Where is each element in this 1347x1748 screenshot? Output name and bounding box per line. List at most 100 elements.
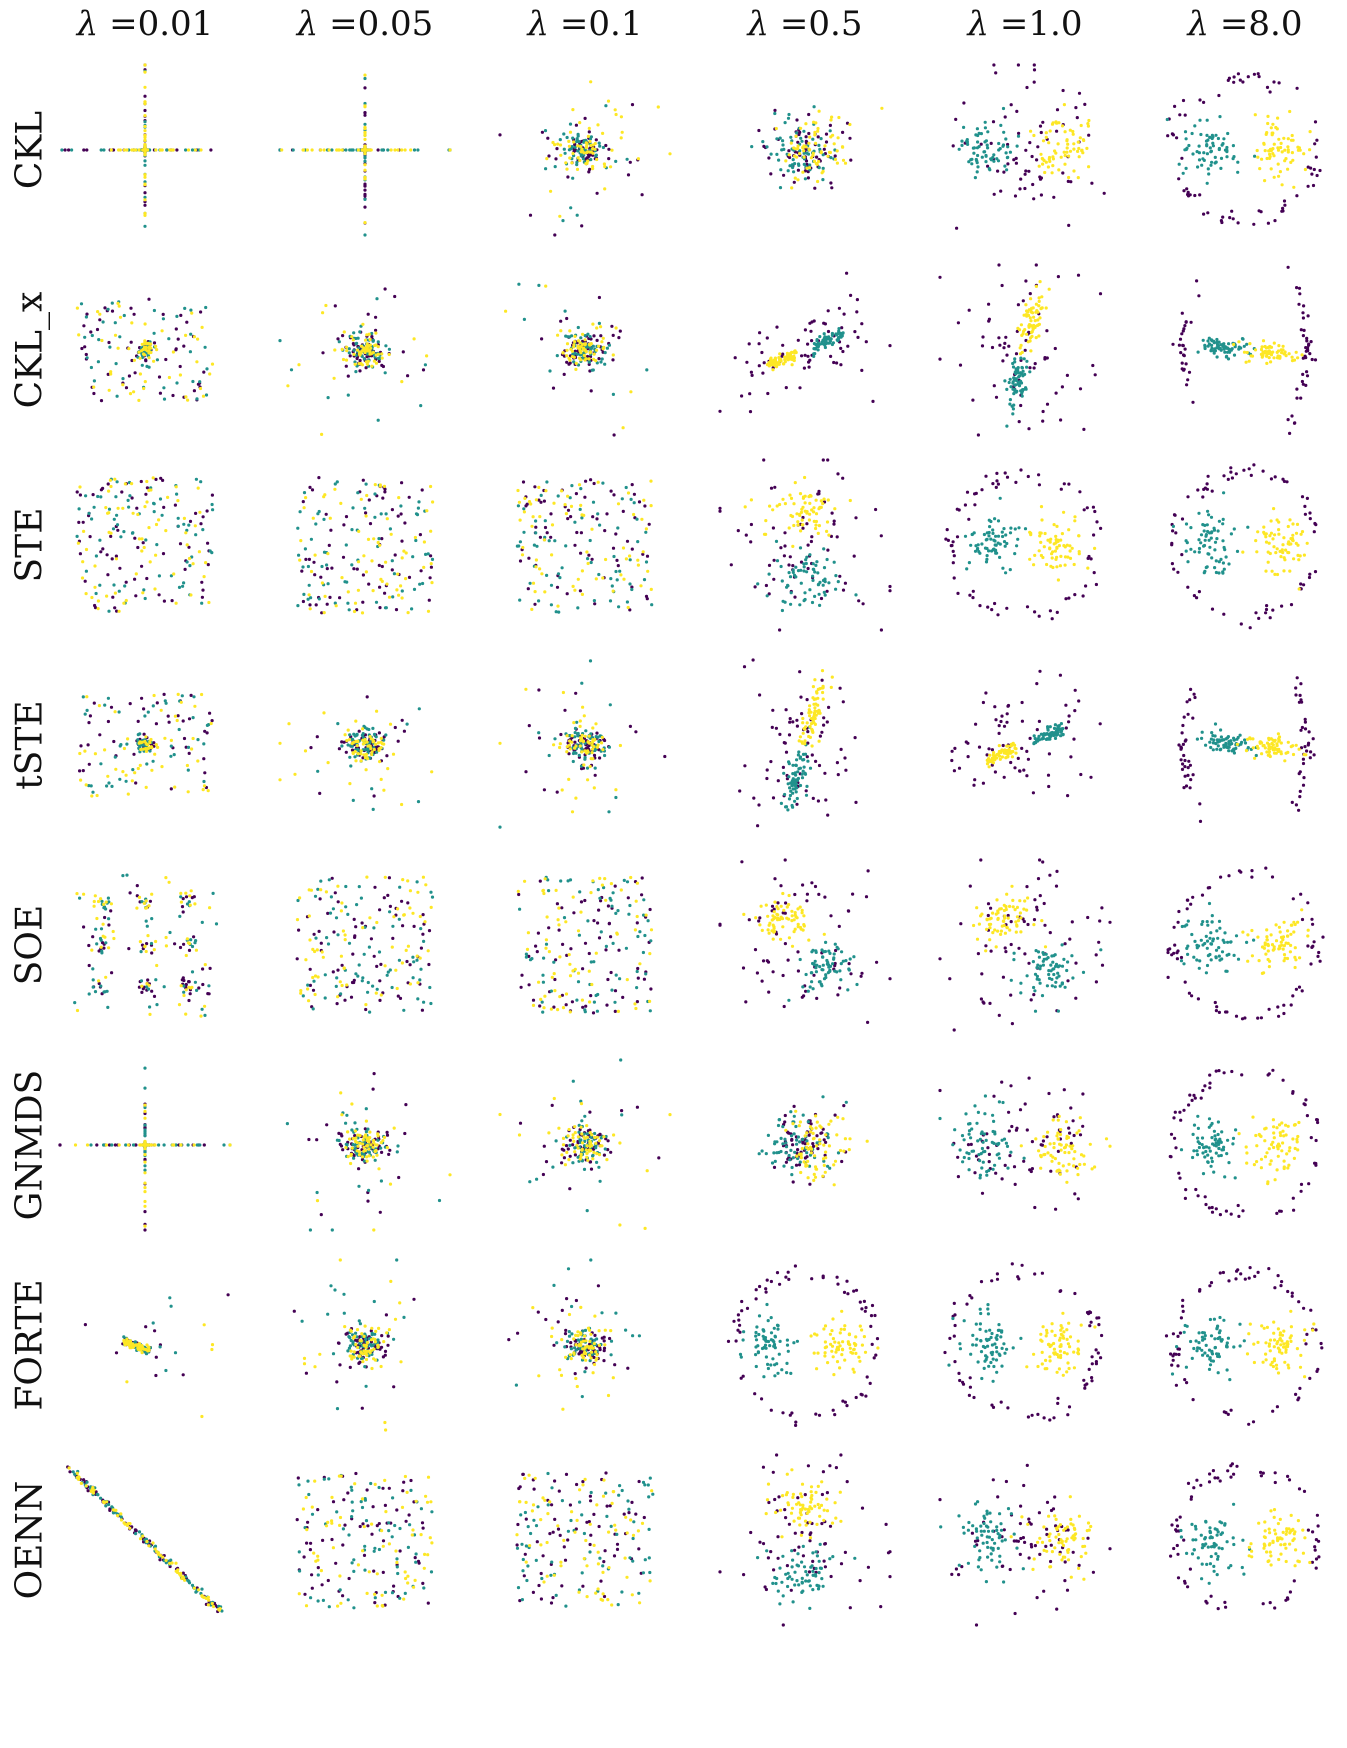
data-point — [158, 497, 163, 501]
data-point — [567, 139, 571, 143]
data-point — [321, 311, 325, 315]
data-point — [791, 763, 795, 767]
data-point — [1193, 124, 1197, 128]
data-point — [778, 732, 782, 737]
data-point — [1039, 193, 1043, 197]
data-point — [801, 523, 805, 527]
data-point — [188, 519, 193, 524]
data-point — [846, 344, 850, 348]
data-point — [517, 500, 522, 504]
data-point — [788, 786, 792, 790]
data-point — [803, 169, 808, 173]
data-point — [1192, 594, 1196, 598]
data-point — [423, 363, 427, 367]
data-point — [789, 496, 794, 500]
data-point — [366, 757, 370, 761]
data-point — [808, 553, 812, 557]
data-point — [1039, 505, 1044, 509]
data-point — [388, 722, 393, 726]
data-point — [576, 149, 580, 153]
data-point — [1038, 669, 1042, 673]
data-point — [828, 123, 833, 127]
data-point — [202, 370, 206, 374]
data-point — [189, 308, 193, 312]
data-point — [1010, 755, 1015, 759]
data-point — [795, 118, 799, 122]
data-point — [1058, 564, 1062, 568]
data-point — [793, 154, 797, 158]
data-point — [1221, 517, 1225, 522]
data-point — [795, 802, 799, 806]
data-point — [358, 330, 362, 334]
data-point — [600, 357, 604, 361]
data-point — [560, 788, 564, 792]
data-point — [387, 595, 392, 599]
data-point — [808, 135, 812, 139]
data-point — [953, 746, 957, 751]
data-point — [793, 162, 797, 166]
data-point — [599, 334, 603, 338]
data-point — [128, 494, 132, 498]
data-point — [1087, 118, 1091, 123]
data-point — [640, 193, 644, 197]
data-point — [167, 720, 171, 724]
data-point — [1196, 488, 1200, 492]
data-point — [1286, 137, 1290, 141]
data-point — [304, 496, 308, 500]
panel-ckl-lambda-0.01 — [60, 63, 213, 228]
data-point — [317, 597, 321, 601]
data-point — [78, 751, 82, 756]
data-point — [804, 135, 808, 139]
data-point — [1249, 354, 1253, 358]
data-point — [1282, 136, 1286, 140]
data-point — [132, 390, 136, 394]
data-point — [1212, 528, 1217, 532]
data-point — [841, 588, 846, 592]
data-point — [131, 531, 135, 535]
panel-tste-lambda-0.1 — [498, 659, 667, 829]
data-point — [1269, 477, 1273, 481]
data-point — [527, 556, 531, 560]
data-point — [116, 506, 120, 510]
data-point — [1031, 182, 1035, 187]
data-point — [82, 529, 86, 534]
data-point — [117, 609, 121, 613]
data-point — [803, 509, 807, 513]
data-point — [1015, 144, 1019, 148]
data-point — [1011, 387, 1015, 391]
data-point — [1180, 517, 1185, 521]
data-point — [1308, 511, 1312, 515]
data-point — [1028, 339, 1032, 343]
data-point — [1044, 737, 1048, 742]
data-point — [583, 757, 587, 761]
data-point — [81, 560, 85, 564]
data-point — [841, 476, 845, 480]
data-point — [791, 568, 795, 572]
data-point — [789, 513, 793, 518]
data-point — [749, 498, 754, 502]
data-point — [545, 531, 549, 535]
data-point — [801, 716, 805, 721]
data-point — [636, 563, 641, 567]
data-point — [798, 130, 802, 134]
data-point — [1262, 142, 1266, 146]
data-point — [1241, 550, 1245, 554]
data-point — [363, 111, 367, 115]
data-point — [319, 575, 323, 579]
data-point — [588, 659, 593, 663]
data-point — [1076, 140, 1080, 144]
data-point — [853, 736, 857, 740]
data-point — [182, 522, 186, 526]
data-point — [107, 609, 111, 613]
data-point — [106, 696, 110, 700]
data-point — [589, 135, 594, 139]
data-point — [1183, 113, 1187, 117]
data-point — [378, 543, 382, 547]
data-point — [993, 601, 997, 606]
data-point — [997, 141, 1001, 146]
data-point — [628, 554, 632, 558]
data-point — [118, 315, 123, 319]
data-point — [588, 335, 592, 339]
data-point — [811, 718, 815, 722]
data-point — [363, 133, 367, 137]
